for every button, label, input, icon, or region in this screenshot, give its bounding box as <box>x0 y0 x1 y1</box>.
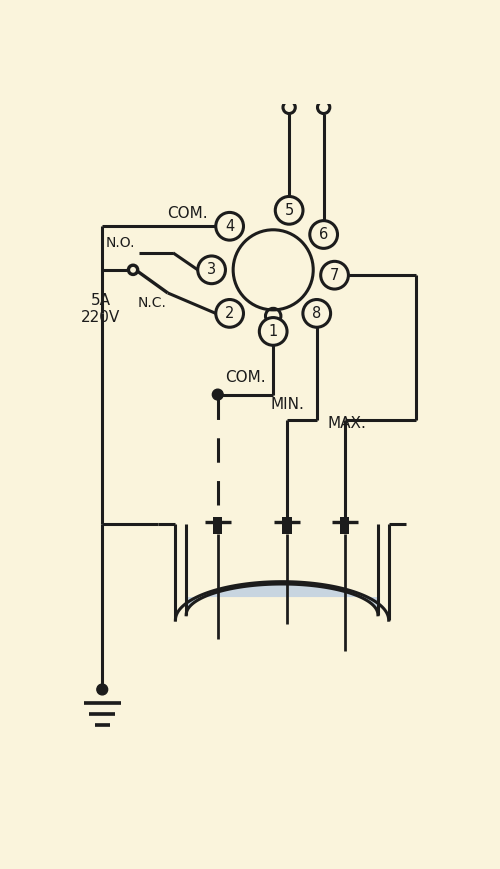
Circle shape <box>310 221 338 249</box>
Circle shape <box>276 196 303 224</box>
Text: 2: 2 <box>225 306 234 321</box>
Text: N.O.: N.O. <box>106 235 136 249</box>
Text: COM.: COM. <box>226 370 266 385</box>
Circle shape <box>216 212 244 240</box>
Text: N.C.: N.C. <box>138 296 166 310</box>
Text: 220V: 220V <box>81 310 120 325</box>
Bar <box>282 517 292 534</box>
Text: 7: 7 <box>330 268 339 282</box>
Polygon shape <box>186 584 378 614</box>
Text: 8: 8 <box>312 306 322 321</box>
Text: 5A: 5A <box>90 293 110 308</box>
Circle shape <box>216 300 244 328</box>
Text: 3: 3 <box>207 262 216 277</box>
Text: 1: 1 <box>268 324 278 339</box>
Text: COM.: COM. <box>168 206 208 221</box>
Bar <box>213 517 222 534</box>
Circle shape <box>198 256 226 283</box>
Circle shape <box>320 262 348 289</box>
Text: MAX.: MAX. <box>328 416 366 431</box>
Circle shape <box>303 300 330 328</box>
Circle shape <box>260 317 287 345</box>
Bar <box>340 517 349 534</box>
Text: MIN.: MIN. <box>270 397 304 412</box>
Circle shape <box>97 684 108 695</box>
Text: 6: 6 <box>319 227 328 242</box>
Text: 5: 5 <box>284 202 294 218</box>
Circle shape <box>212 389 223 400</box>
Text: 4: 4 <box>225 219 234 234</box>
